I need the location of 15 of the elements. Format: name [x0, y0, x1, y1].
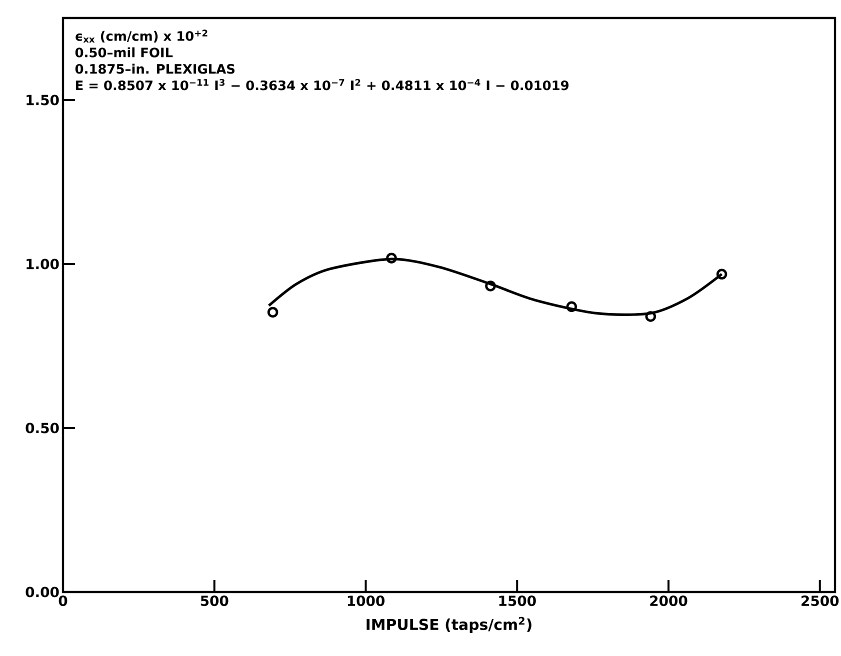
y-tick-label: 0.50 — [26, 422, 59, 434]
y-tick-label: 1.50 — [26, 94, 59, 106]
annotation: ϵ$_{xx}$ (cm/cm) x 10$^{+2}$ — [76, 30, 208, 43]
x-axis-title: IMPULSE (taps/cm$^{2}$) — [366, 616, 532, 633]
x-tick-label: 1000 — [348, 596, 385, 606]
x-tick-label: 2500 — [802, 596, 839, 606]
x-tick-label: 500 — [200, 596, 228, 606]
y-tick-label: 0.00 — [26, 586, 59, 598]
x-tick-label: 2000 — [650, 596, 688, 606]
x-tick-label: 0 — [58, 596, 68, 606]
x-tick-label: 1500 — [499, 596, 536, 606]
annotation: 0.1875–in. PLEXIGLAS — [75, 64, 235, 74]
annotation: 0.50–mil FOIL — [75, 47, 173, 58]
y-tick-label: 1.00 — [26, 258, 59, 270]
text: E = 0.8507 x 10$^{−11}$ I$^{3}$ − 0.3634 x 10$^{−7}$ I$^{2}$ + 0.4811 x 10$^{−4}$ I − 0.01019 — [76, 79, 569, 90]
